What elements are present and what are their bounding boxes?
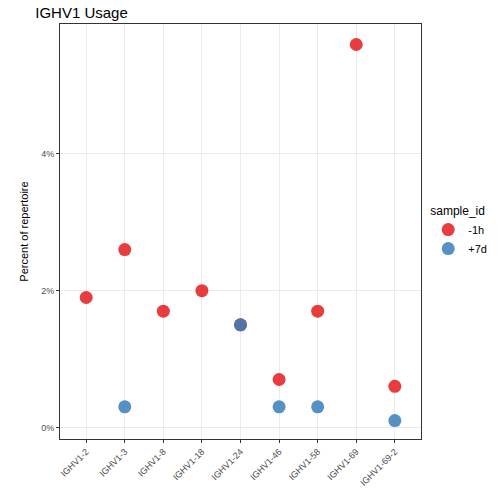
svg-text:IGHV1 Usage: IGHV1 Usage [35, 4, 128, 21]
svg-text:IGHV1-46: IGHV1-46 [248, 447, 283, 482]
svg-text:IGHV1-69: IGHV1-69 [325, 447, 360, 482]
svg-text:IGHV1-69-2: IGHV1-69-2 [358, 447, 399, 488]
svg-text:IGHV1-58: IGHV1-58 [287, 447, 322, 482]
svg-text:2%: 2% [41, 286, 54, 296]
svg-text:0%: 0% [41, 423, 54, 433]
svg-text:IGHV1-18: IGHV1-18 [171, 447, 206, 482]
svg-text:IGHV1-2: IGHV1-2 [59, 447, 91, 479]
svg-text:-1h: -1h [468, 224, 484, 236]
svg-text:IGHV1-24: IGHV1-24 [210, 447, 245, 482]
svg-text:IGHV1-3: IGHV1-3 [98, 447, 130, 479]
svg-text:IGHV1-8: IGHV1-8 [136, 447, 168, 479]
svg-text:sample_id: sample_id [430, 204, 485, 218]
svg-text:4%: 4% [41, 149, 54, 159]
svg-text:+7d: +7d [468, 243, 487, 255]
svg-text:Percent of repertoire: Percent of repertoire [18, 181, 30, 281]
